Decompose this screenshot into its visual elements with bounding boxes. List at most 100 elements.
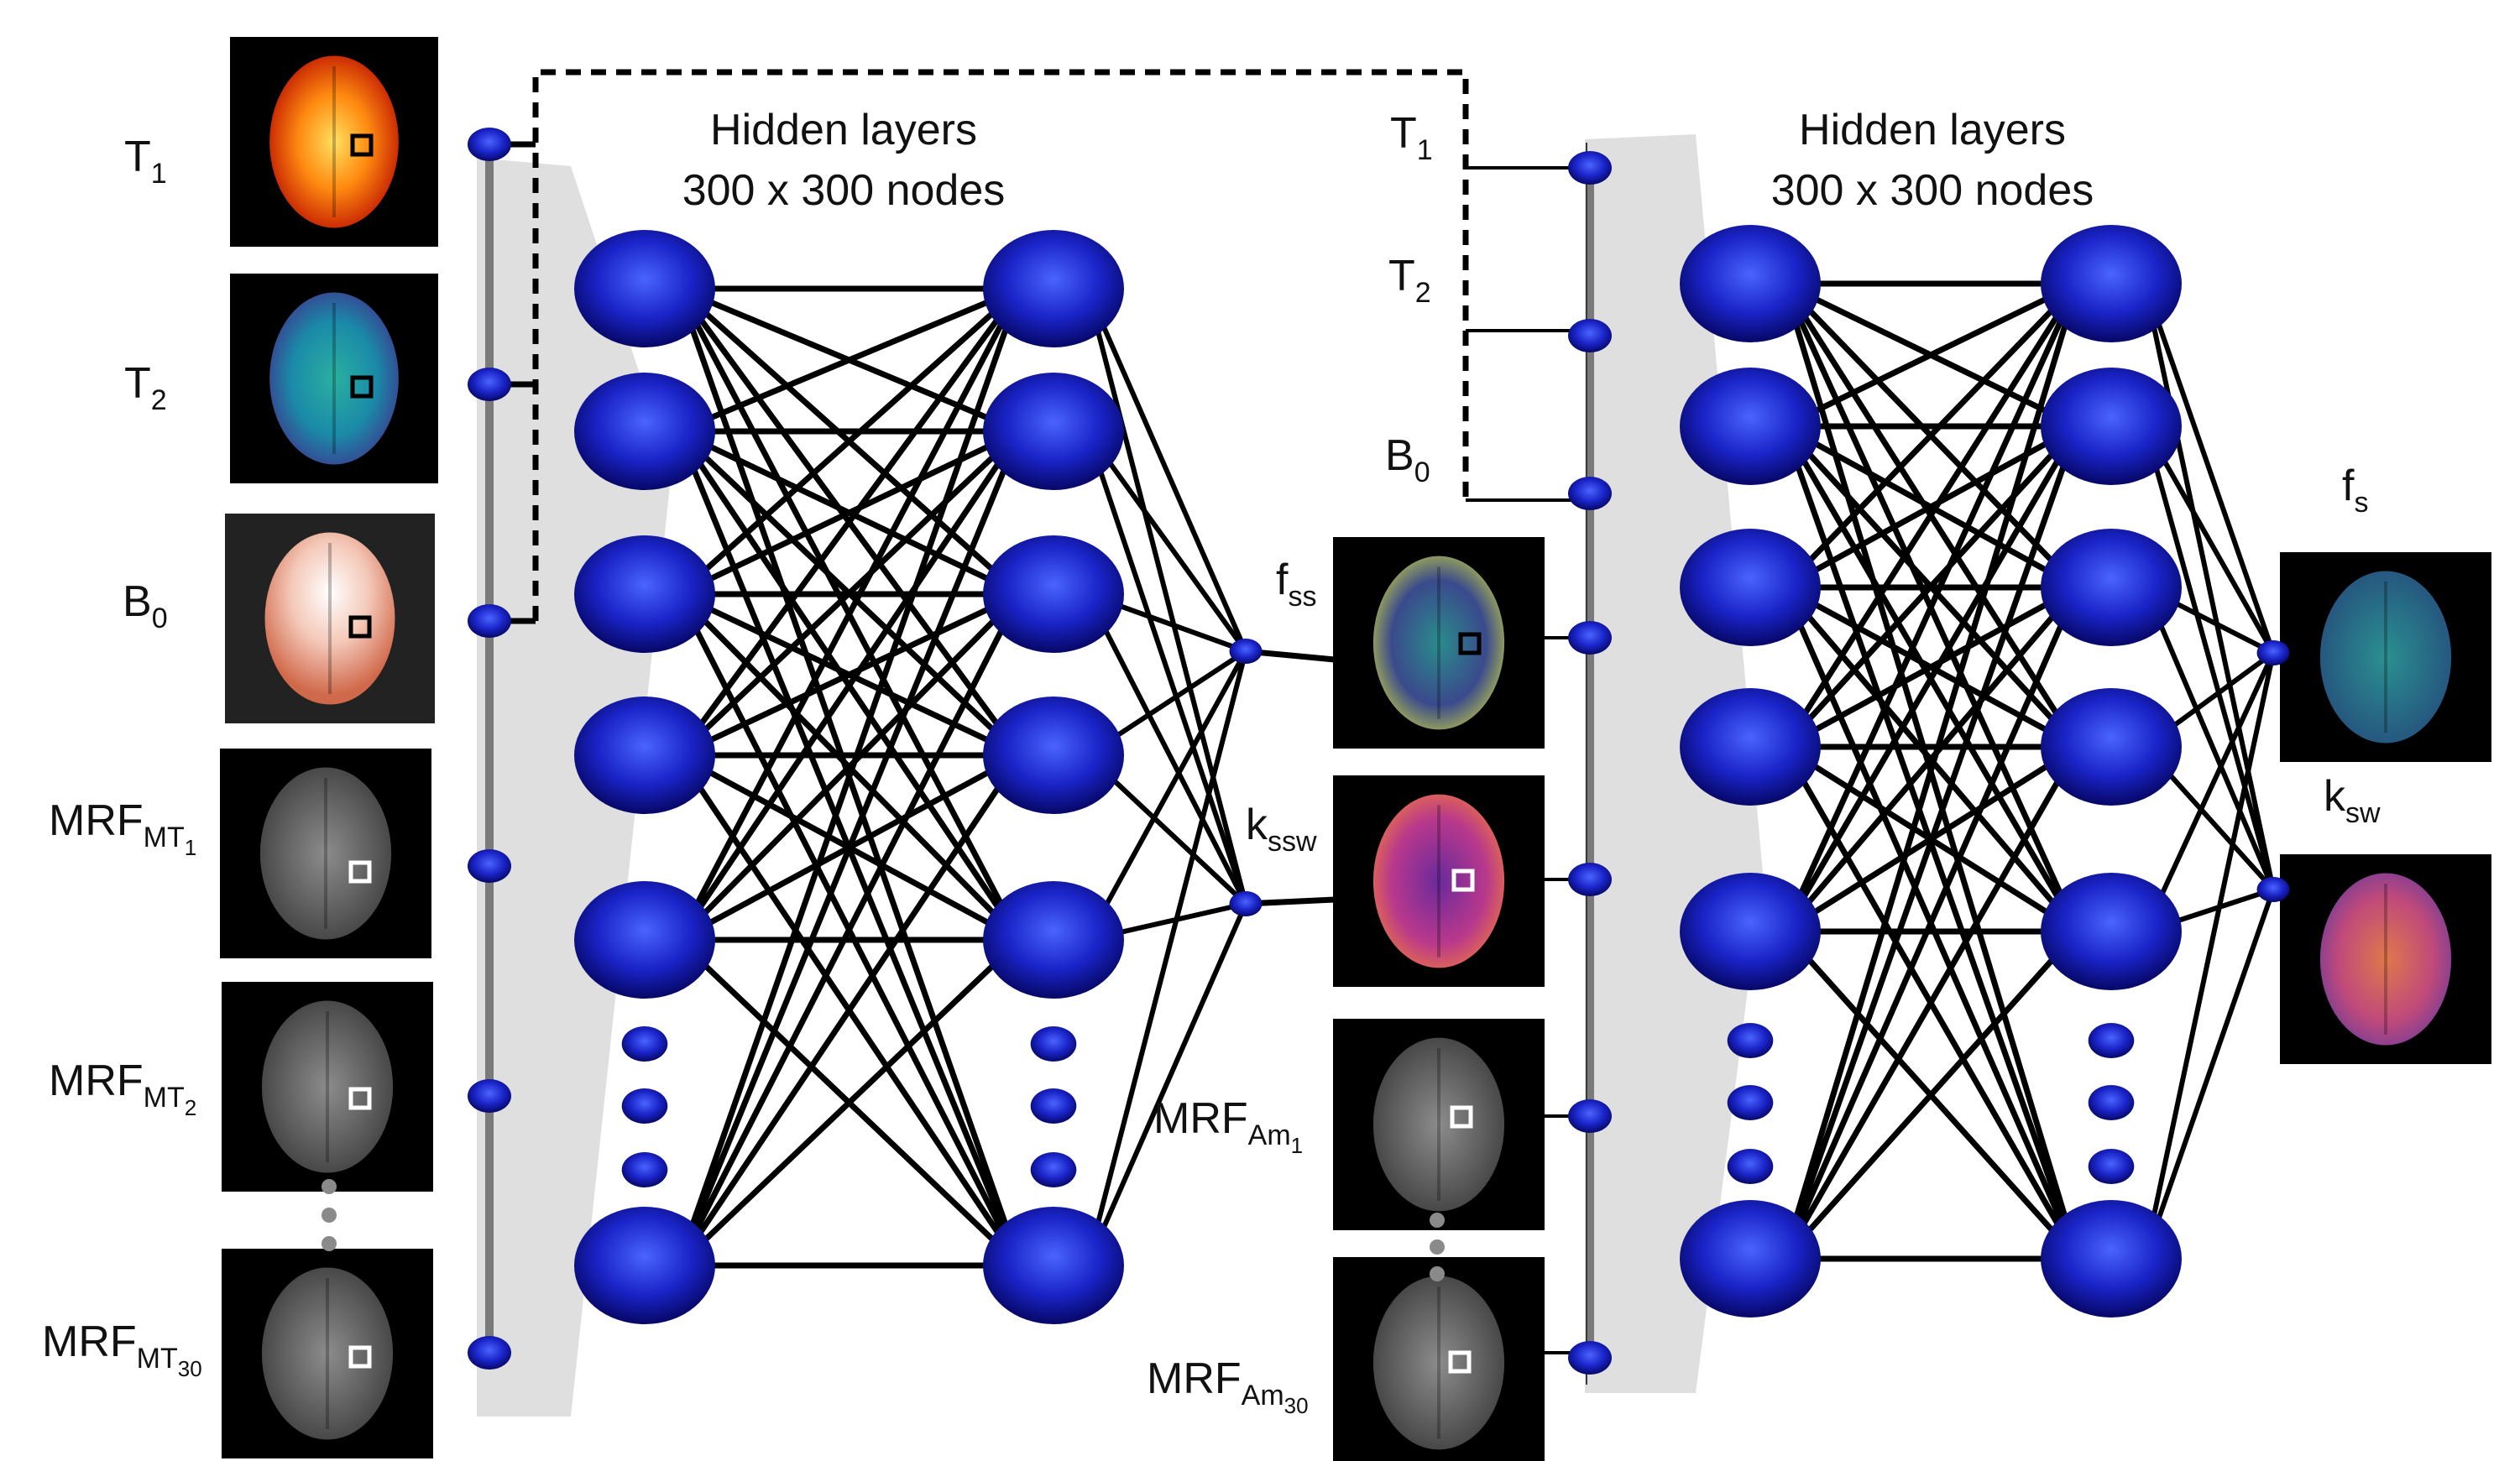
thumb-t2-brain xyxy=(269,292,399,465)
bus1-input-node-1 xyxy=(468,368,511,401)
edge-n1-4-2 xyxy=(675,591,1023,943)
bus2-input-node-1 xyxy=(1568,319,1612,352)
hidden2-ellipsis-2 xyxy=(1030,1152,1077,1187)
edge-n1-out-5-0 xyxy=(1085,649,1248,1268)
thumb-mrf-mt1-brain xyxy=(259,767,392,940)
bus1-input-node-0 xyxy=(468,128,511,161)
bus2-input-node-2 xyxy=(1568,477,1612,510)
input-label-mrf-mt2: MRFMT2 xyxy=(49,1057,196,1120)
bus1-input-node-3 xyxy=(468,849,511,883)
thumb-mrf-am1-roi-box xyxy=(1450,1105,1473,1129)
input2-label-t2: T2 xyxy=(1388,252,1431,309)
edge-n1-3-2 xyxy=(675,591,1023,759)
ellipsis-dot-0 xyxy=(322,1179,337,1194)
edge-n2-5-2 xyxy=(1780,584,2081,1262)
thumb-kssw-roi-box xyxy=(1451,869,1475,892)
thumb-mrf-mt2-roi-box xyxy=(348,1087,372,1110)
hidden2-node-2 xyxy=(983,535,1124,653)
ellipsis-dot-4 xyxy=(1430,1239,1445,1255)
hidden4-node-2 xyxy=(2041,529,2182,646)
edge-n1-4-1 xyxy=(675,428,1023,943)
edge-n2-out-2-1 xyxy=(2142,585,2276,892)
input-label-mrf-mt1: MRFMT1 xyxy=(49,796,196,860)
edge-n1-2-0 xyxy=(675,285,1023,597)
edge-n2-5-0 xyxy=(1780,280,2081,1262)
thumb-mrf-am1 xyxy=(1333,1019,1545,1230)
thumb-kssw-brain xyxy=(1372,794,1505,968)
edge-n2-1-0 xyxy=(1780,280,2081,430)
thumb-kssw xyxy=(1333,775,1545,987)
edge-n1-5-3 xyxy=(675,752,1023,1269)
edge-n1-1-0 xyxy=(675,285,1023,435)
thumb-ksw xyxy=(2280,854,2491,1064)
thumb-fss-brain xyxy=(1372,556,1505,730)
hidden4-node-5 xyxy=(2041,1200,2182,1318)
hidden4-ellipsis-0 xyxy=(2088,1023,2135,1058)
hidden2-node-4 xyxy=(983,881,1124,999)
edge-n1-out-4-0 xyxy=(1085,649,1248,942)
bus2-input-node-0 xyxy=(1568,151,1612,185)
bus2-input-node-4 xyxy=(1568,863,1612,896)
thumb-ksw-brain xyxy=(2319,873,2452,1046)
output1-node-1 xyxy=(1229,891,1263,916)
thumb-mrf-am1-brain xyxy=(1372,1037,1505,1212)
edge-n1-out-2-1 xyxy=(1085,592,1248,906)
network2-header-line2: 300 x 300 nodes xyxy=(1771,166,2094,215)
thumb-t2-roi-box xyxy=(350,375,374,399)
bus1-input-node-4 xyxy=(468,1079,511,1113)
thumb-mrf-am30 xyxy=(1333,1257,1545,1461)
hidden2-node-1 xyxy=(983,373,1124,490)
thumb-b0 xyxy=(225,514,435,723)
hidden1-node-0 xyxy=(574,230,715,347)
edge-n2-2-0 xyxy=(1780,280,2081,591)
network-edges xyxy=(675,280,2285,1269)
output2-node-1 xyxy=(2256,877,2290,902)
network-nodes xyxy=(468,128,2290,1375)
thumb-t1-roi-box xyxy=(350,133,374,157)
thumb-b0-brain xyxy=(264,532,395,705)
hidden1-ellipsis-1 xyxy=(621,1088,668,1124)
hidden1-node-2 xyxy=(574,535,715,653)
edge-n2-out-1-1 xyxy=(2142,424,2276,892)
thumb-fss xyxy=(1333,537,1545,749)
thumb-fs xyxy=(2280,552,2491,762)
edge-n1-out-1-0 xyxy=(1085,429,1248,654)
edge-n2-3-0 xyxy=(1780,280,2081,750)
bus1-input-node-5 xyxy=(468,1336,511,1370)
hidden3-node-3 xyxy=(1680,688,1821,806)
hidden4-ellipsis-1 xyxy=(2088,1085,2135,1120)
output2-label-ksw: ksw xyxy=(2324,772,2381,829)
network2-header-line1: Hidden layers xyxy=(1799,106,2066,154)
input-label-mrf-mt30: MRFMT30 xyxy=(42,1318,202,1381)
input2-label-mrf-am1: MRFAm1 xyxy=(1153,1094,1303,1158)
edge-n1-5-2 xyxy=(675,591,1023,1269)
hidden2-node-3 xyxy=(983,697,1124,814)
hidden3-node-2 xyxy=(1680,529,1821,646)
bus2-input-node-6 xyxy=(1568,1341,1612,1375)
ellipsis-dot-3 xyxy=(1430,1213,1445,1228)
thumb-t1 xyxy=(230,37,438,247)
hidden1-node-1 xyxy=(574,373,715,490)
hidden1-ellipsis-0 xyxy=(621,1026,668,1062)
hidden3-ellipsis-0 xyxy=(1727,1023,1774,1058)
thumb-fs-brain xyxy=(2319,571,2452,744)
edge-n1-3-0 xyxy=(675,285,1023,759)
input2-label-b0: B0 xyxy=(1385,431,1430,488)
bus2-input-node-5 xyxy=(1568,1099,1612,1133)
hidden3-ellipsis-2 xyxy=(1727,1149,1774,1184)
edge-n2-out-4-0 xyxy=(2142,650,2276,934)
input2-label-mrf-am30: MRFAm30 xyxy=(1147,1354,1309,1418)
edge-n2-out-5-0 xyxy=(2142,650,2276,1261)
thumb-mrf-am30-brain xyxy=(1372,1276,1505,1450)
network1-header-line1: Hidden layers xyxy=(710,106,977,154)
hidden3-node-0 xyxy=(1680,225,1821,342)
output2-node-0 xyxy=(2256,640,2290,665)
hidden3-ellipsis-1 xyxy=(1727,1085,1774,1120)
ellipsis-dot-5 xyxy=(1430,1266,1445,1281)
hidden4-node-1 xyxy=(2041,368,2182,485)
edge-n1-4-0 xyxy=(675,285,1023,943)
hidden1-ellipsis-2 xyxy=(621,1152,668,1187)
hidden2-ellipsis-0 xyxy=(1030,1026,1077,1062)
thumb-mrf-mt30-roi-box xyxy=(348,1345,372,1369)
hidden4-ellipsis-2 xyxy=(2088,1149,2135,1184)
